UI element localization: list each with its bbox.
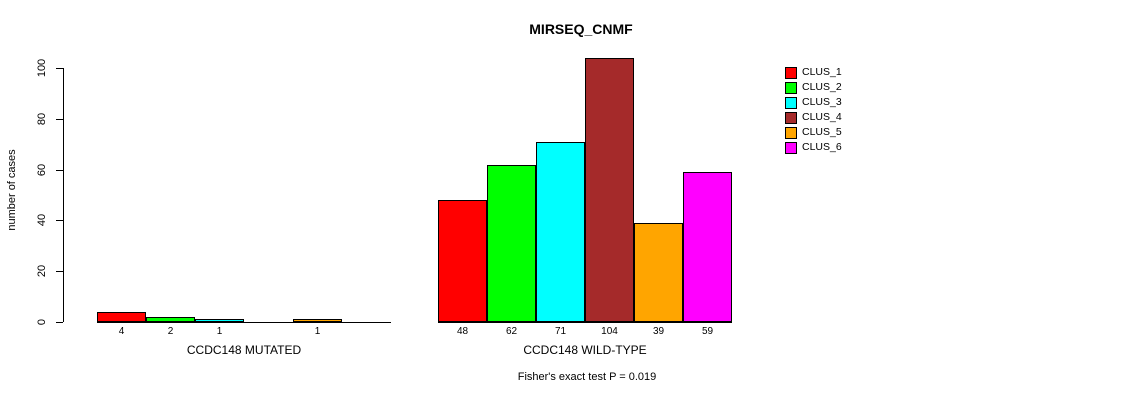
bar-value-label: 48 (456, 326, 469, 337)
bar-clus_3 (195, 319, 244, 322)
y-tick-label: 80 (36, 112, 48, 126)
y-tick (56, 271, 63, 272)
bar-clus_2 (487, 165, 536, 322)
y-tick (56, 68, 63, 69)
x-axis-baseline (438, 322, 732, 323)
legend-label-clus_6: CLUS_6 (802, 141, 842, 153)
bar-value-label: 39 (652, 326, 665, 337)
y-tick-label: 40 (36, 213, 48, 227)
y-tick-label: 60 (36, 163, 48, 177)
chart-title: MIRSEQ_CNMF (529, 21, 633, 37)
bar-clus_5 (634, 223, 683, 322)
y-tick-label: 20 (36, 264, 48, 278)
legend-swatch-clus_2 (785, 82, 797, 94)
legend-label-clus_5: CLUS_5 (802, 126, 842, 138)
bar-clus_1 (97, 312, 146, 322)
bar-value-label: 62 (505, 326, 518, 337)
bar-clus_3 (536, 142, 585, 322)
legend-label-clus_2: CLUS_2 (802, 81, 842, 93)
legend-swatch-clus_1 (785, 67, 797, 79)
group-label-mutated: CCDC148 MUTATED (186, 343, 302, 357)
bar-clus_2 (146, 317, 195, 322)
bar-value-label: 104 (601, 326, 618, 337)
legend-swatch-clus_5 (785, 127, 797, 139)
y-tick (56, 220, 63, 221)
legend-label-clus_1: CLUS_1 (802, 66, 842, 78)
x-axis-baseline (97, 322, 391, 323)
bar-clus_5 (293, 319, 342, 322)
bar-value-label: 4 (118, 326, 125, 337)
bar-clus_4 (585, 58, 634, 322)
group-label-wild-type: CCDC148 WILD-TYPE (523, 343, 647, 357)
legend-swatch-clus_3 (785, 97, 797, 109)
fisher-test-annotation: Fisher's exact test P = 0.019 (517, 371, 657, 383)
bar-clus_1 (438, 200, 487, 322)
legend-label-clus_3: CLUS_3 (802, 96, 842, 108)
bar-clus_6 (683, 172, 732, 322)
y-tick-label: 100 (36, 58, 48, 78)
y-tick (56, 170, 63, 171)
y-axis-title: number of cases (6, 149, 18, 231)
bar-value-label: 1 (216, 326, 223, 337)
y-tick-label: 0 (36, 318, 48, 326)
bar-value-label: 2 (167, 326, 174, 337)
bar-value-label: 71 (554, 326, 567, 337)
legend-swatch-clus_6 (785, 142, 797, 154)
bar-value-label: 1 (314, 326, 321, 337)
y-axis-line (63, 68, 64, 322)
y-tick (56, 119, 63, 120)
legend-swatch-clus_4 (785, 112, 797, 124)
legend-label-clus_4: CLUS_4 (802, 111, 842, 123)
y-tick (56, 322, 63, 323)
bar-value-label: 59 (701, 326, 714, 337)
